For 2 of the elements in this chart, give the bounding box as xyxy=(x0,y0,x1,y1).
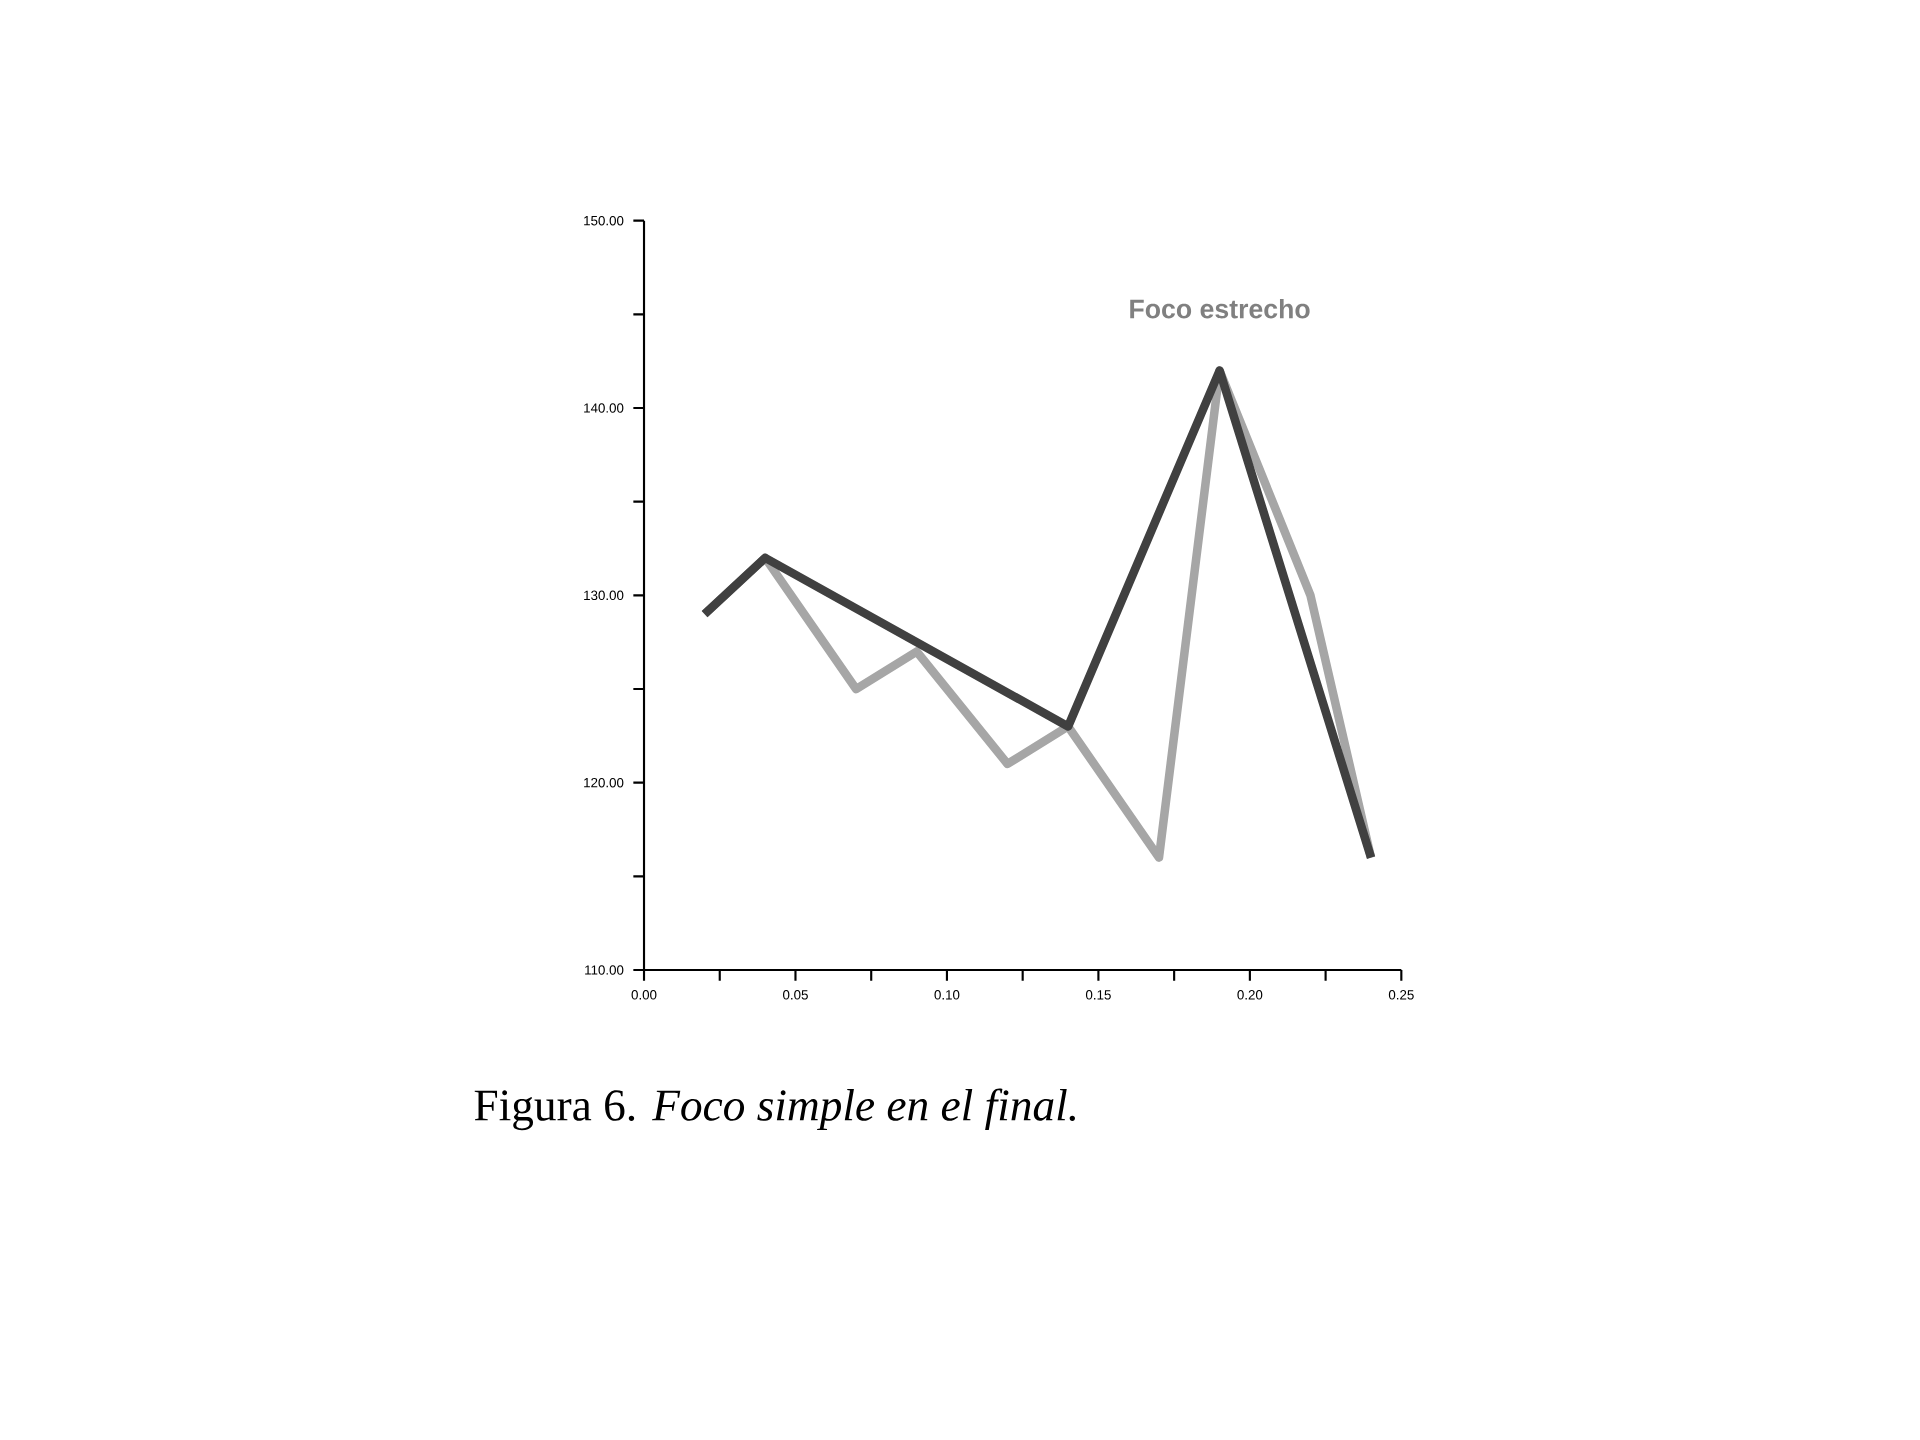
annotation: Foco estrecho xyxy=(1130,298,1310,319)
text: Figura 6. Foco simple en el final. xyxy=(474,1088,1075,1131)
